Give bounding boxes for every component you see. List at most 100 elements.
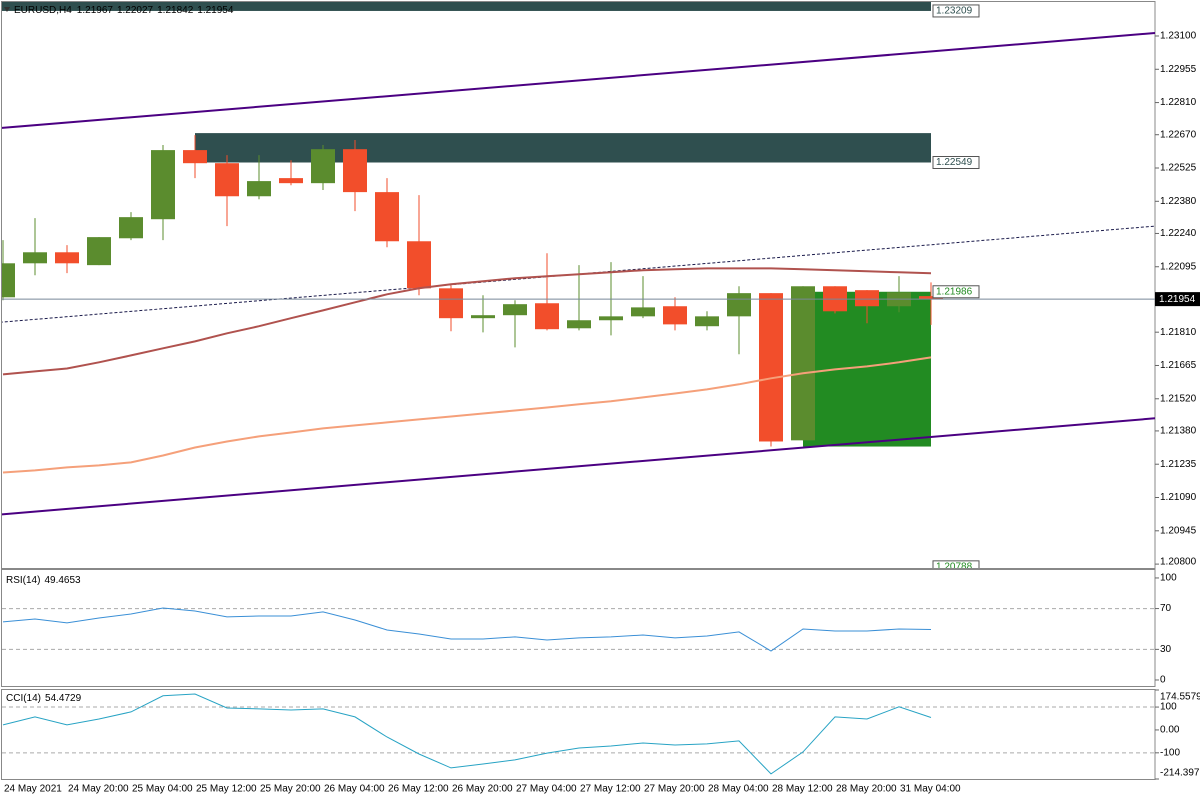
y-tick-label: 174.5579 bbox=[1160, 692, 1200, 703]
y-tick-label: 70 bbox=[1160, 603, 1172, 614]
y-tick-label: 0 bbox=[1160, 675, 1166, 686]
cci-header: CCI(14) 54.4729 bbox=[6, 693, 82, 704]
y-tick-label: 30 bbox=[1160, 644, 1172, 655]
level-tag bbox=[932, 560, 980, 568]
level-tag bbox=[932, 4, 980, 18]
price-panel: 1.23209 1.22549 1.21986 1.20788 bbox=[2, 2, 1155, 568]
zone bbox=[195, 133, 931, 163]
candle-body bbox=[599, 316, 623, 321]
cci-title: CCI(14) bbox=[6, 693, 41, 704]
x-tick-label: 28 May 12:00 bbox=[772, 784, 833, 795]
y-tick-label: 1.22380 bbox=[1160, 196, 1197, 207]
y-tick-label: 1.20800 bbox=[1160, 557, 1197, 568]
candle-body bbox=[247, 181, 271, 197]
candle-body bbox=[535, 303, 559, 330]
cci-panel-frame bbox=[1, 689, 1156, 780]
candle-body bbox=[791, 286, 815, 441]
candle-body bbox=[759, 293, 783, 442]
rsi-last: 49.4653 bbox=[44, 575, 81, 586]
candle-body bbox=[279, 178, 303, 184]
candle-body bbox=[2, 263, 15, 298]
level-tag bbox=[932, 156, 980, 170]
trendline bbox=[2, 417, 1155, 516]
rsi-panel-frame bbox=[1, 569, 1156, 687]
y-tick-label: 1.20945 bbox=[1160, 525, 1197, 536]
x-tick-label: 27 May 12:00 bbox=[580, 784, 641, 795]
rsi-title: RSI(14) bbox=[6, 575, 40, 586]
price-tag bbox=[1155, 292, 1200, 307]
symbol: EURUSD,H4 bbox=[14, 5, 72, 16]
candle-body bbox=[375, 192, 399, 242]
zone bbox=[2, 2, 931, 11]
menu-arrow[interactable] bbox=[4, 7, 10, 12]
y-tick-label: -100 bbox=[1160, 747, 1180, 758]
candle-body bbox=[215, 163, 239, 197]
y-tick-label: 1.22670 bbox=[1160, 129, 1197, 140]
x-tick-label: 26 May 12:00 bbox=[388, 784, 449, 795]
y-tick-label: 0.00 bbox=[1160, 725, 1180, 736]
candle-body bbox=[119, 217, 143, 239]
x-tick-label: 26 May 04:00 bbox=[324, 784, 385, 795]
candle-body bbox=[151, 150, 175, 220]
y-tick-label: 100 bbox=[1160, 573, 1177, 584]
candle-body bbox=[439, 288, 463, 319]
trendline bbox=[2, 225, 1155, 323]
x-tick-label: 25 May 20:00 bbox=[260, 784, 321, 795]
candle-body bbox=[183, 150, 207, 164]
x-tick-label: 26 May 20:00 bbox=[452, 784, 513, 795]
moving-average bbox=[2, 267, 932, 376]
x-tick-label: 27 May 04:00 bbox=[516, 784, 577, 795]
indicator-line bbox=[2, 693, 932, 775]
y-tick-label: 1.22810 bbox=[1160, 97, 1197, 108]
candle-body bbox=[23, 252, 47, 264]
y-tick-label: 1.21665 bbox=[1160, 360, 1197, 371]
moving-average bbox=[2, 356, 932, 474]
candle-body bbox=[407, 241, 431, 289]
candle-body bbox=[695, 316, 719, 327]
last-high: 1.22027 bbox=[117, 5, 154, 16]
rsi-header: RSI(14) 49.4653 bbox=[6, 575, 81, 586]
candle-body bbox=[87, 237, 111, 266]
y-tick-label: 1.22525 bbox=[1160, 163, 1197, 174]
y-tick-label: 1.22240 bbox=[1160, 228, 1197, 239]
level-tag-label: 1.22549 bbox=[936, 157, 973, 168]
candle-body bbox=[919, 296, 943, 300]
price-panel-frame bbox=[1, 1, 1156, 569]
price-tag-label: 1.21954 bbox=[1159, 294, 1196, 305]
x-tick-label: 28 May 20:00 bbox=[836, 784, 897, 795]
candle-body bbox=[503, 304, 527, 316]
x-tick-label: 24 May 2021 bbox=[4, 784, 62, 795]
candle-body bbox=[727, 293, 751, 317]
cci-panel bbox=[2, 693, 1155, 775]
y-tick-label: 1.21380 bbox=[1160, 426, 1197, 437]
cci-last: 54.4729 bbox=[45, 693, 82, 704]
rsi-panel bbox=[2, 607, 1155, 652]
x-tick-label: 31 May 04:00 bbox=[900, 784, 961, 795]
x-tick-label: 25 May 04:00 bbox=[132, 784, 193, 795]
y-tick-label: -214.3971 bbox=[1160, 768, 1200, 779]
candle-body bbox=[631, 307, 655, 317]
x-tick-label: 27 May 20:00 bbox=[644, 784, 705, 795]
y-tick-label: 1.21090 bbox=[1160, 492, 1197, 503]
level-tag bbox=[932, 285, 980, 299]
last-close: 1.21954 bbox=[197, 5, 234, 16]
last-low: 1.21842 bbox=[157, 5, 194, 16]
overlay: 1.23100 1.22955 1.22810 1.22670 1.22525 1.223… bbox=[4, 31, 1200, 795]
candle-body bbox=[343, 149, 367, 193]
candle-body bbox=[311, 149, 335, 184]
level-tag-label: 1.23209 bbox=[936, 6, 973, 17]
y-tick-label: 1.21810 bbox=[1160, 327, 1197, 338]
candle-body bbox=[55, 252, 79, 264]
chart-header: EURUSD,H4 1.21967 1.22027 1.21842 1.21954 bbox=[14, 5, 234, 16]
candle-body bbox=[567, 320, 591, 329]
x-tick-label: 24 May 20:00 bbox=[68, 784, 129, 795]
candle-body bbox=[855, 290, 879, 307]
y-tick-label: 1.23100 bbox=[1160, 31, 1197, 42]
candle-body bbox=[663, 306, 687, 325]
y-tick-label: 100 bbox=[1160, 702, 1177, 713]
indicator-line bbox=[2, 607, 932, 652]
candle-body bbox=[471, 315, 495, 319]
